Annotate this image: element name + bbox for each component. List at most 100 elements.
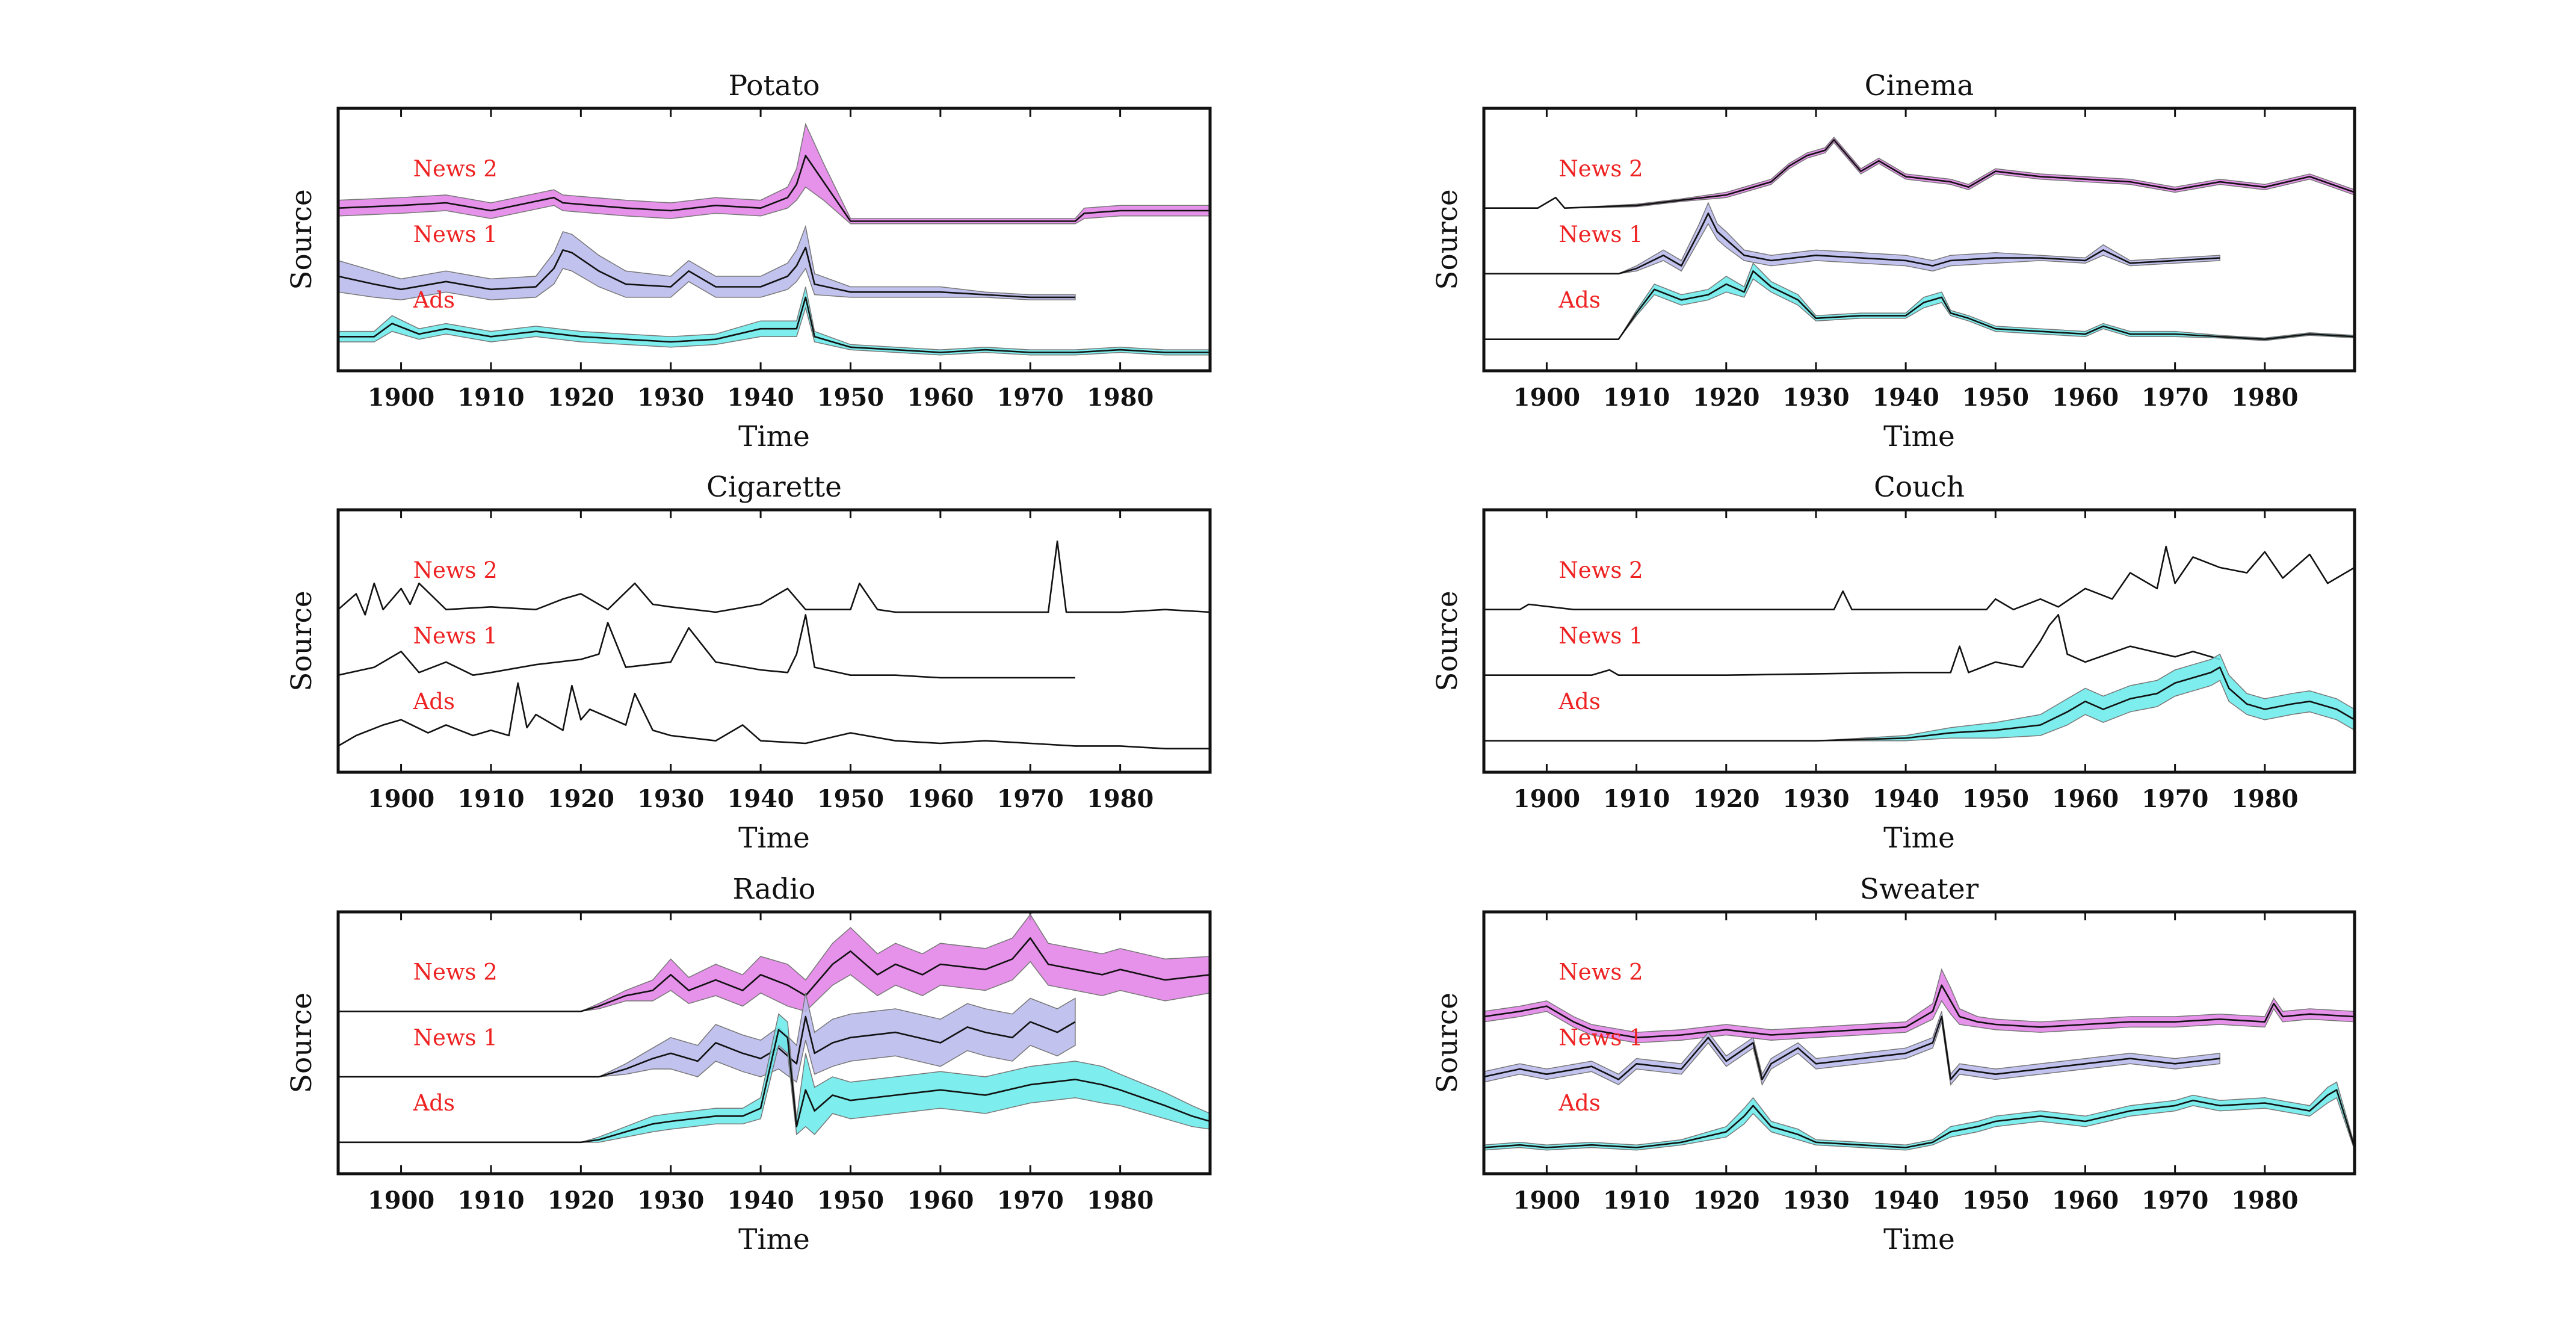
plot-area: News 2 News 1 Ads bbox=[1482, 910, 2356, 1176]
series-line-news-2 bbox=[1484, 545, 2355, 610]
series-line-ads bbox=[1484, 666, 2355, 742]
x-tick-label: 1970 bbox=[997, 1186, 1064, 1215]
axes-frame bbox=[1482, 508, 2356, 774]
axes-frame bbox=[1482, 107, 2356, 373]
series-line-news-2 bbox=[1484, 139, 2355, 209]
panel-couch: Couch Source Time 1900 1910 1920 1930 1940 19… bbox=[1431, 471, 2356, 855]
series-line-news-1 bbox=[338, 1015, 1076, 1078]
y-axis-label: Source bbox=[285, 993, 318, 1093]
series-label: Ads bbox=[413, 287, 455, 313]
x-tick-label: 1900 bbox=[368, 383, 434, 412]
x-tick-label: 1930 bbox=[637, 785, 704, 813]
x-tick-label: 1910 bbox=[1603, 383, 1670, 412]
series-band-news-1 bbox=[338, 225, 1076, 301]
axes-frame bbox=[336, 910, 1212, 1176]
x-axis-label: Time bbox=[738, 420, 810, 453]
series-label: Ads bbox=[1558, 689, 1600, 714]
series-line-news-1 bbox=[1484, 212, 2220, 274]
panel-cinema: Cinema Source Time 1900 1910 1920 1930 1940 1… bbox=[1431, 69, 2356, 453]
plot-area: News 2 News 1 Ads bbox=[336, 107, 1212, 373]
series-label: Ads bbox=[1558, 1090, 1600, 1116]
x-tick-label: 1910 bbox=[457, 785, 524, 813]
x-tick-label: 1930 bbox=[637, 383, 704, 412]
panel-title: Couch bbox=[1874, 471, 1965, 504]
plot-area: News 2 News 1 Ads bbox=[336, 508, 1212, 774]
x-tick-labels: 1900 1910 1920 1930 1940 1950 1960 1970 1980 bbox=[1513, 912, 2298, 1215]
x-tick-label: 1980 bbox=[2231, 383, 2298, 412]
x-tick-label: 1900 bbox=[368, 785, 434, 813]
panel-title: Cinema bbox=[1865, 69, 1974, 102]
plot-area: News 2 News 1 Ads bbox=[1482, 107, 2356, 373]
plot-area: News 2 News 1 Ads bbox=[336, 910, 1212, 1176]
x-tick-label: 1980 bbox=[1087, 1186, 1154, 1215]
x-tick-label: 1930 bbox=[637, 1186, 704, 1215]
x-tick-label: 1910 bbox=[457, 1186, 524, 1215]
y-axis-label: Source bbox=[285, 590, 318, 691]
x-tick-label: 1980 bbox=[1087, 785, 1154, 813]
y-axis-label: Source bbox=[1431, 590, 1464, 691]
panel-title: Cigarette bbox=[706, 471, 842, 504]
x-tick-label: 1940 bbox=[727, 383, 794, 412]
series-line-ads bbox=[338, 1029, 1211, 1144]
x-tick-label: 1950 bbox=[817, 1186, 884, 1215]
x-tick-label: 1940 bbox=[727, 1186, 794, 1215]
x-tick-label: 1930 bbox=[1782, 1186, 1849, 1215]
x-tick-label: 1900 bbox=[1513, 1186, 1580, 1215]
x-tick-label: 1920 bbox=[1693, 383, 1759, 412]
series-label: News 2 bbox=[413, 557, 498, 583]
x-axis-label: Time bbox=[1883, 420, 1955, 453]
axes-frame bbox=[336, 107, 1212, 373]
series-label: News 1 bbox=[413, 1024, 498, 1050]
panel-cigarette: Cigarette Source Time 1900 1910 1920 1930 19… bbox=[285, 471, 1212, 855]
series-band-news-1 bbox=[1483, 1011, 2220, 1086]
y-axis-label: Source bbox=[1431, 189, 1464, 290]
panel-title: Potato bbox=[728, 69, 820, 102]
x-tick-label: 1930 bbox=[1782, 383, 1849, 412]
series-label: Ads bbox=[413, 689, 455, 714]
panel-title: Sweater bbox=[1860, 873, 1979, 906]
series-label: News 1 bbox=[1558, 1024, 1643, 1050]
x-axis-label: Time bbox=[1883, 1223, 1955, 1256]
x-tick-label: 1940 bbox=[1872, 383, 1939, 412]
x-tick-label: 1970 bbox=[997, 383, 1064, 412]
x-tick-label: 1950 bbox=[1962, 383, 2029, 412]
y-axis-label: Source bbox=[1431, 993, 1464, 1093]
x-axis-label: Time bbox=[738, 822, 810, 855]
series-line-news-2 bbox=[338, 155, 1210, 222]
x-tick-label: 1940 bbox=[1872, 785, 1939, 813]
series-line-ads bbox=[338, 682, 1210, 750]
x-tick-label: 1910 bbox=[1603, 1186, 1670, 1215]
x-tick-labels: 1900 1910 1920 1930 1940 1950 1960 1970 1980 bbox=[368, 510, 1154, 813]
x-tick-label: 1960 bbox=[907, 383, 974, 412]
x-tick-label: 1970 bbox=[2142, 383, 2208, 412]
x-axis-label: Time bbox=[738, 1223, 810, 1256]
series-label: News 1 bbox=[1558, 623, 1643, 649]
series-label: News 1 bbox=[413, 623, 498, 649]
series-line-news-2 bbox=[1483, 984, 2355, 1039]
x-tick-label: 1900 bbox=[368, 1186, 434, 1215]
series-label: Ads bbox=[413, 1090, 455, 1116]
series-label: News 2 bbox=[1558, 156, 1643, 182]
x-tick-label: 1960 bbox=[2052, 785, 2119, 813]
series-label: Ads bbox=[1558, 287, 1600, 313]
x-tick-label: 1930 bbox=[1782, 785, 1849, 813]
series-line-news-1 bbox=[338, 246, 1075, 299]
axes-frame bbox=[336, 508, 1212, 774]
x-tick-label: 1980 bbox=[2231, 1186, 2298, 1215]
panel-title: Radio bbox=[733, 873, 816, 906]
series-line-news-1 bbox=[1483, 1015, 2220, 1080]
x-tick-labels: 1900 1910 1920 1930 1940 1950 1960 1970 1980 bbox=[368, 108, 1154, 412]
x-tick-label: 1980 bbox=[1087, 383, 1154, 412]
series-line-ads bbox=[1484, 270, 2355, 340]
x-tick-label: 1960 bbox=[907, 1186, 974, 1215]
plot-area: News 2 News 1 Ads bbox=[1482, 508, 2356, 774]
x-tick-label: 1950 bbox=[817, 785, 884, 813]
x-axis-label: Time bbox=[1883, 822, 1955, 855]
x-tick-label: 1910 bbox=[457, 383, 524, 412]
x-tick-label: 1970 bbox=[2142, 785, 2208, 813]
x-tick-label: 1910 bbox=[1603, 785, 1670, 813]
x-tick-label: 1900 bbox=[1513, 383, 1580, 412]
series-line-ads bbox=[338, 296, 1210, 353]
x-tick-label: 1960 bbox=[2052, 383, 2119, 412]
